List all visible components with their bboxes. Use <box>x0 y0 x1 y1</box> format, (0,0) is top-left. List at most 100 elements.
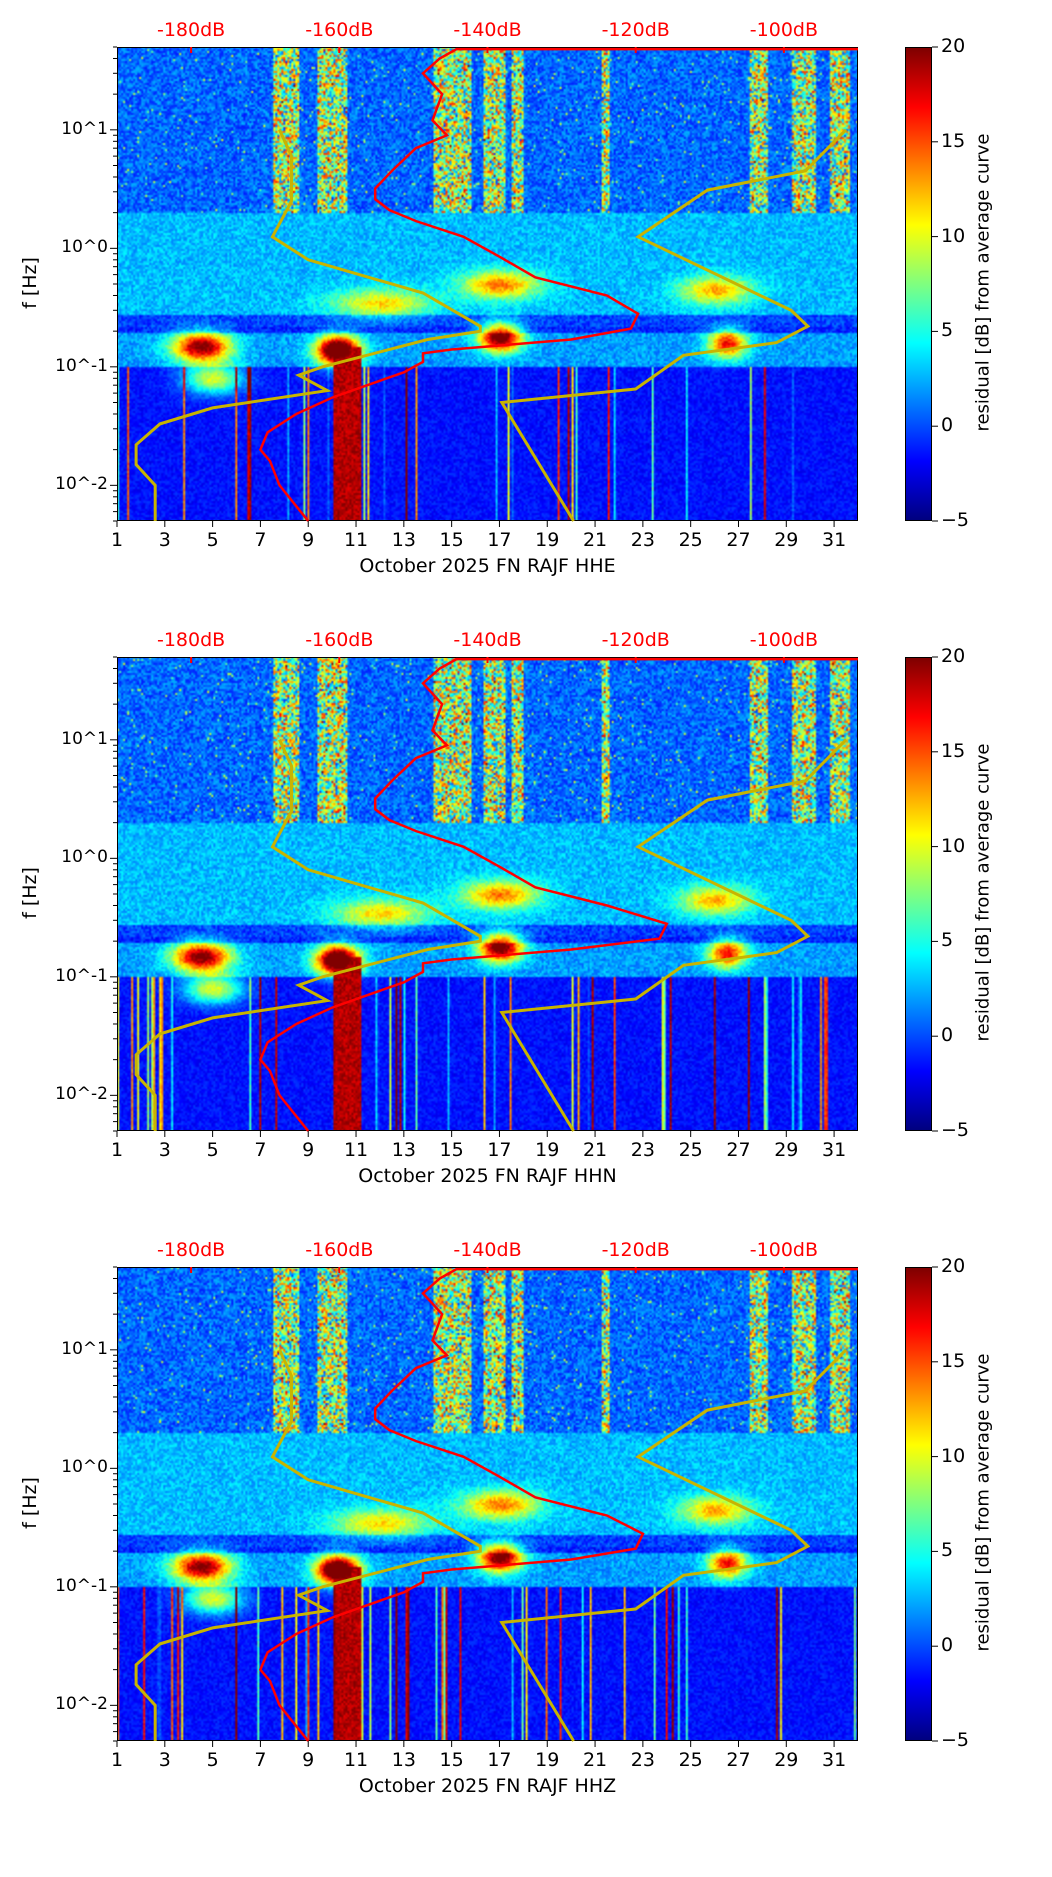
x-tick-label: 9 <box>302 529 315 551</box>
x-tick-label: 5 <box>206 1139 219 1161</box>
colorbar-tick-label: 20 <box>941 645 966 667</box>
x-tick-label: 27 <box>726 1749 751 1771</box>
y-tick-label: 10^1 <box>61 728 108 749</box>
colorbar-tick-label: −5 <box>941 1729 970 1751</box>
x-tick-label: 7 <box>254 529 267 551</box>
y-tick-label: 10^-1 <box>55 965 108 986</box>
nhnm-curve <box>499 738 848 1132</box>
x-tick-label: 13 <box>391 1139 416 1161</box>
colorbar-tick-label: 0 <box>941 1634 954 1657</box>
x-tick-label: 31 <box>822 1749 847 1771</box>
x-tick-label: 13 <box>391 529 416 551</box>
x-axis-label: October 2025 FN RAJF HHN <box>358 1165 617 1187</box>
db-tick-label: -100dB <box>749 629 818 651</box>
y-tick-label: 10^1 <box>61 118 108 139</box>
y-tick-label: 10^0 <box>61 237 108 258</box>
y-tick-label: 10^0 <box>61 847 108 868</box>
nhnm-curve <box>499 128 848 522</box>
x-tick-label: 23 <box>630 529 655 551</box>
x-tick-label: 1 <box>110 529 124 551</box>
colorbar-tick-label: 15 <box>941 1349 966 1372</box>
x-tick-label: 19 <box>535 1139 560 1161</box>
colorbar-tick-label: 20 <box>941 35 966 57</box>
x-tick-label: 17 <box>487 1749 512 1771</box>
x-tick-label: 17 <box>487 529 512 551</box>
x-tick-label: 11 <box>343 1749 369 1771</box>
x-tick-label: 23 <box>630 1139 655 1161</box>
y-tick-label: 10^1 <box>61 1338 108 1359</box>
x-tick-label: 13 <box>391 1749 416 1771</box>
db-tick-label: -140dB <box>453 629 522 651</box>
db-tick-label: -120dB <box>601 19 670 41</box>
x-tick-label: 23 <box>630 1749 655 1771</box>
x-tick-label: 11 <box>343 1139 369 1161</box>
x-tick-label: 21 <box>582 529 608 551</box>
y-tick-label: 10^0 <box>61 1457 108 1478</box>
colorbar-tick-label: 0 <box>941 414 954 437</box>
db-tick-label: -160dB <box>305 629 374 651</box>
x-tick-label: 5 <box>206 529 219 551</box>
x-tick-label: 1 <box>110 1139 124 1161</box>
colorbar-label: residual [dB] from average curve <box>972 133 994 432</box>
x-tick-label: 9 <box>302 1139 315 1161</box>
db-tick-label: -160dB <box>305 19 374 41</box>
x-tick-label: 21 <box>582 1749 608 1771</box>
x-tick-label: 9 <box>302 1749 315 1771</box>
y-axis-label: f [Hz] <box>18 1477 41 1529</box>
x-tick-label: 3 <box>158 529 171 551</box>
x-tick-label: 11 <box>343 529 369 551</box>
colorbar-label: residual [dB] from average curve <box>972 743 994 1042</box>
nlnm-curve <box>134 1349 482 1741</box>
psd-curve <box>258 47 858 522</box>
psd-curve <box>258 1267 858 1742</box>
db-tick-label: -120dB <box>601 629 670 651</box>
db-tick-label: -100dB <box>749 19 818 41</box>
y-tick-label: 10^-2 <box>55 1694 108 1715</box>
db-tick-label: -180dB <box>156 19 226 41</box>
x-tick-label: 15 <box>439 529 464 551</box>
x-tick-label: 27 <box>726 1139 751 1161</box>
db-tick-label: -100dB <box>749 1239 818 1261</box>
curve-overlay <box>110 1266 938 1747</box>
nhnm-curve <box>499 1348 848 1742</box>
db-tick-label: -120dB <box>601 1239 670 1261</box>
colorbar-tick-label: 5 <box>941 1539 954 1562</box>
y-tick-label: 10^-1 <box>55 1575 108 1596</box>
db-tick-label: -160dB <box>305 1239 374 1261</box>
x-axis-label: October 2025 FN RAJF HHE <box>359 555 616 577</box>
colorbar-tick-label: 5 <box>941 319 954 342</box>
y-tick-label: 10^-2 <box>55 1084 108 1105</box>
x-tick-label: 29 <box>774 529 799 551</box>
x-tick-label: 29 <box>774 1139 799 1161</box>
x-tick-label: 19 <box>535 529 560 551</box>
nlnm-curve <box>134 739 482 1131</box>
curve-overlay <box>110 656 938 1137</box>
spectrogram-panel: 1 3 5 7 9 11 13 15 17 19 21 23 25 27 29 31 10^-2 10^-1 10^… <box>0 629 1052 1267</box>
db-tick-label: -140dB <box>453 19 522 41</box>
x-tick-label: 31 <box>822 529 847 551</box>
y-axis-label: f [Hz] <box>18 257 41 309</box>
colorbar-tick-label: 10 <box>941 834 966 857</box>
colorbar-tick-label: −5 <box>941 509 970 531</box>
x-tick-label: 29 <box>774 1749 799 1771</box>
x-tick-label: 25 <box>678 529 703 551</box>
colorbar-tick-label: −5 <box>941 1119 970 1141</box>
colorbar-label: residual [dB] from average curve <box>972 1353 994 1652</box>
colorbar-tick-label: 20 <box>941 1255 966 1277</box>
x-tick-label: 1 <box>110 1749 124 1771</box>
colorbar <box>905 47 932 521</box>
x-tick-label: 25 <box>678 1749 703 1771</box>
x-tick-label: 15 <box>439 1139 464 1161</box>
x-tick-label: 15 <box>439 1749 464 1771</box>
x-tick-label: 3 <box>158 1139 171 1161</box>
x-tick-label: 19 <box>535 1749 560 1771</box>
db-tick-label: -140dB <box>453 1239 522 1261</box>
colorbar-tick-label: 10 <box>941 1444 966 1467</box>
colorbar <box>905 1267 932 1741</box>
x-axis-label: October 2025 FN RAJF HHZ <box>358 1775 617 1797</box>
nlnm-curve <box>134 129 482 521</box>
x-tick-label: 17 <box>487 1139 512 1161</box>
db-tick-label: -180dB <box>156 629 226 651</box>
curve-overlay <box>110 46 938 527</box>
spectrogram-panel: 1 3 5 7 9 11 13 15 17 19 21 23 25 27 29 31 10^-2 10^-1 10^… <box>0 1239 1052 1877</box>
